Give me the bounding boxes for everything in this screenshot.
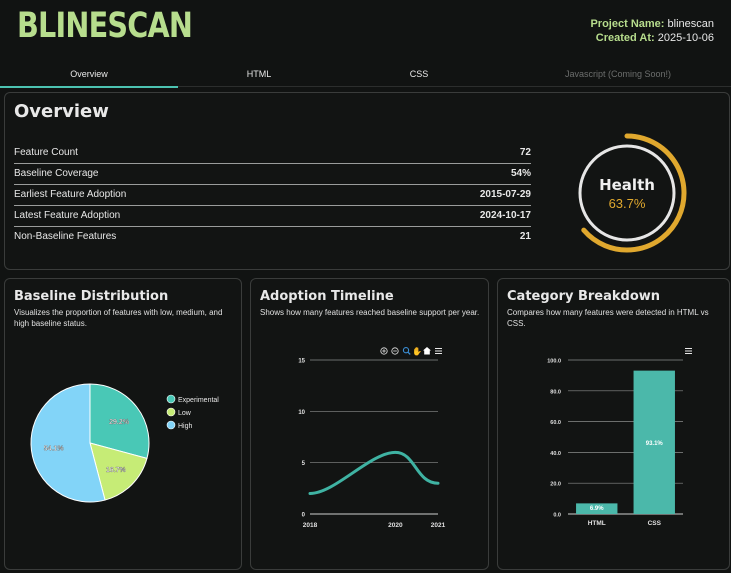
health-label: Health xyxy=(599,176,655,194)
adoption-timeline-card: Adoption Timeline Shows how many feature… xyxy=(250,278,489,570)
baseline-distribution-card: Baseline Distribution Visualizes the pro… xyxy=(4,278,242,570)
pie-slice xyxy=(89,383,150,460)
pie-slice xyxy=(89,442,148,501)
chart-title: Baseline Distribution xyxy=(14,289,169,304)
stat-row: Earliest Feature Adoption 2015-07-29 xyxy=(14,184,531,206)
x-tick-label: HTML xyxy=(588,520,606,527)
tab-html[interactable]: HTML xyxy=(246,69,272,79)
health-value: 63.7% xyxy=(609,196,646,211)
adoption-line-chart: 0 5 10 15 2018 2020 2021 ✋ xyxy=(298,346,446,529)
chart-description: Visualizes the proportion of features wi… xyxy=(14,308,223,328)
bar-value-label: 6.9% xyxy=(590,506,604,512)
timeline-point xyxy=(394,451,397,454)
app-logo: BLINESCAN xyxy=(17,6,193,46)
chart-toolbar: ✋ xyxy=(380,346,442,356)
project-name-label: Project Name: xyxy=(590,18,665,30)
baseline-pie-chart: 29.2% 16.7% 54.1% Experimental Low High xyxy=(30,383,219,503)
project-meta: Project Name: blinescan Created At: 2025… xyxy=(590,17,714,45)
legend-swatch xyxy=(166,407,176,417)
stat-value: 54% xyxy=(510,168,531,179)
category-bar-chart: 0.0 20.0 40.0 60.0 80.0 100.0 6.9% HTML 93.1% CSS xyxy=(547,348,692,527)
tab-overview[interactable]: Overview xyxy=(0,64,178,88)
legend-label: Experimental xyxy=(178,397,219,404)
magnifier-icon[interactable] xyxy=(402,347,411,355)
health-gauge-arc xyxy=(581,133,687,253)
pie-slice-label: 29.2% xyxy=(109,419,130,426)
pie-slice xyxy=(30,383,106,503)
zoom-in-icon-ring xyxy=(380,347,388,355)
tab-bar: Overview HTML CSS Javascript (Coming Soo… xyxy=(0,64,731,88)
menu-icon[interactable] xyxy=(685,348,692,354)
pie-slice-label: 54.1% xyxy=(44,446,65,453)
legend-label: High xyxy=(178,423,193,430)
stat-label: Earliest Feature Adoption xyxy=(14,189,127,200)
pie-slice-label: 16.7% xyxy=(106,467,127,474)
created-at-value: 2025-10-06 xyxy=(657,32,714,44)
magnifier-icon-handle xyxy=(407,351,411,355)
stat-row: Latest Feature Adoption 2024-10-17 xyxy=(14,205,531,227)
zoom-in-icon[interactable] xyxy=(380,347,388,355)
x-tick-label: 2020 xyxy=(388,522,403,529)
created-at-label: Created At: xyxy=(595,32,655,44)
project-name-value: blinescan xyxy=(667,18,714,30)
y-tick-label: 0 xyxy=(302,513,306,519)
category-bar xyxy=(576,503,618,514)
health-gauge: Health 63.7% xyxy=(578,133,687,253)
tab-css[interactable]: CSS xyxy=(409,69,429,79)
chart-title: Adoption Timeline xyxy=(260,289,394,304)
stat-value: 2015-07-29 xyxy=(479,189,531,200)
tab-javascript: Javascript (Coming Soon!) xyxy=(564,69,672,79)
y-tick-label: 0.0 xyxy=(553,513,561,519)
home-icon[interactable] xyxy=(423,347,431,355)
stat-label: Baseline Coverage xyxy=(14,168,99,179)
y-tick-label: 5 xyxy=(302,461,306,467)
y-tick-label: 20.0 xyxy=(550,482,561,488)
category-breakdown-card: Category Breakdown Compares how many fea… xyxy=(497,278,730,570)
stat-value: 2024-10-17 xyxy=(479,210,531,221)
chart-description: Shows how many features reached baseline… xyxy=(260,308,480,317)
stat-value: 72 xyxy=(519,147,531,158)
chart-description: Compares how many features were detected… xyxy=(507,308,709,328)
legend-label: Low xyxy=(178,410,192,417)
timeline-series-line xyxy=(308,450,440,495)
health-gauge-track xyxy=(578,144,676,242)
stat-label: Latest Feature Adoption xyxy=(14,210,121,221)
overview-card: Overview Feature Count 72 Baseline Covera… xyxy=(4,92,730,270)
timeline-point xyxy=(308,492,312,495)
legend-swatch xyxy=(166,394,176,404)
zoom-out-icon-ring xyxy=(391,347,399,355)
magnifier-icon-lens xyxy=(402,347,410,354)
menu-icon[interactable] xyxy=(435,348,442,354)
x-tick-label: CSS xyxy=(648,520,662,527)
x-tick-label: 2021 xyxy=(431,522,446,529)
y-tick-label: 15 xyxy=(298,359,305,365)
y-tick-label: 60.0 xyxy=(550,420,561,426)
stat-row: Non-Baseline Features 21 xyxy=(14,226,531,247)
x-tick-label: 2018 xyxy=(303,522,318,529)
timeline-point xyxy=(436,482,440,485)
y-tick-label: 10 xyxy=(298,410,305,416)
zoom-out-icon[interactable] xyxy=(391,347,399,355)
bar-value-label: 93.1% xyxy=(646,441,664,447)
chart-title: Category Breakdown xyxy=(507,289,661,304)
overview-title: Overview xyxy=(14,101,109,122)
stat-value: 21 xyxy=(519,231,531,242)
stat-row: Feature Count 72 xyxy=(14,142,531,164)
y-tick-label: 40.0 xyxy=(550,451,561,457)
zoom-in-icon-plus xyxy=(382,349,386,353)
category-bar xyxy=(633,370,675,514)
stat-row: Baseline Coverage 54% xyxy=(14,163,531,185)
y-tick-label: 80.0 xyxy=(550,389,561,395)
stat-label: Non-Baseline Features xyxy=(14,231,117,242)
legend-swatch xyxy=(166,420,176,430)
pan-hand-icon[interactable]: ✋ xyxy=(412,346,422,356)
y-tick-label: 100.0 xyxy=(547,359,561,365)
stat-label: Feature Count xyxy=(14,147,78,158)
